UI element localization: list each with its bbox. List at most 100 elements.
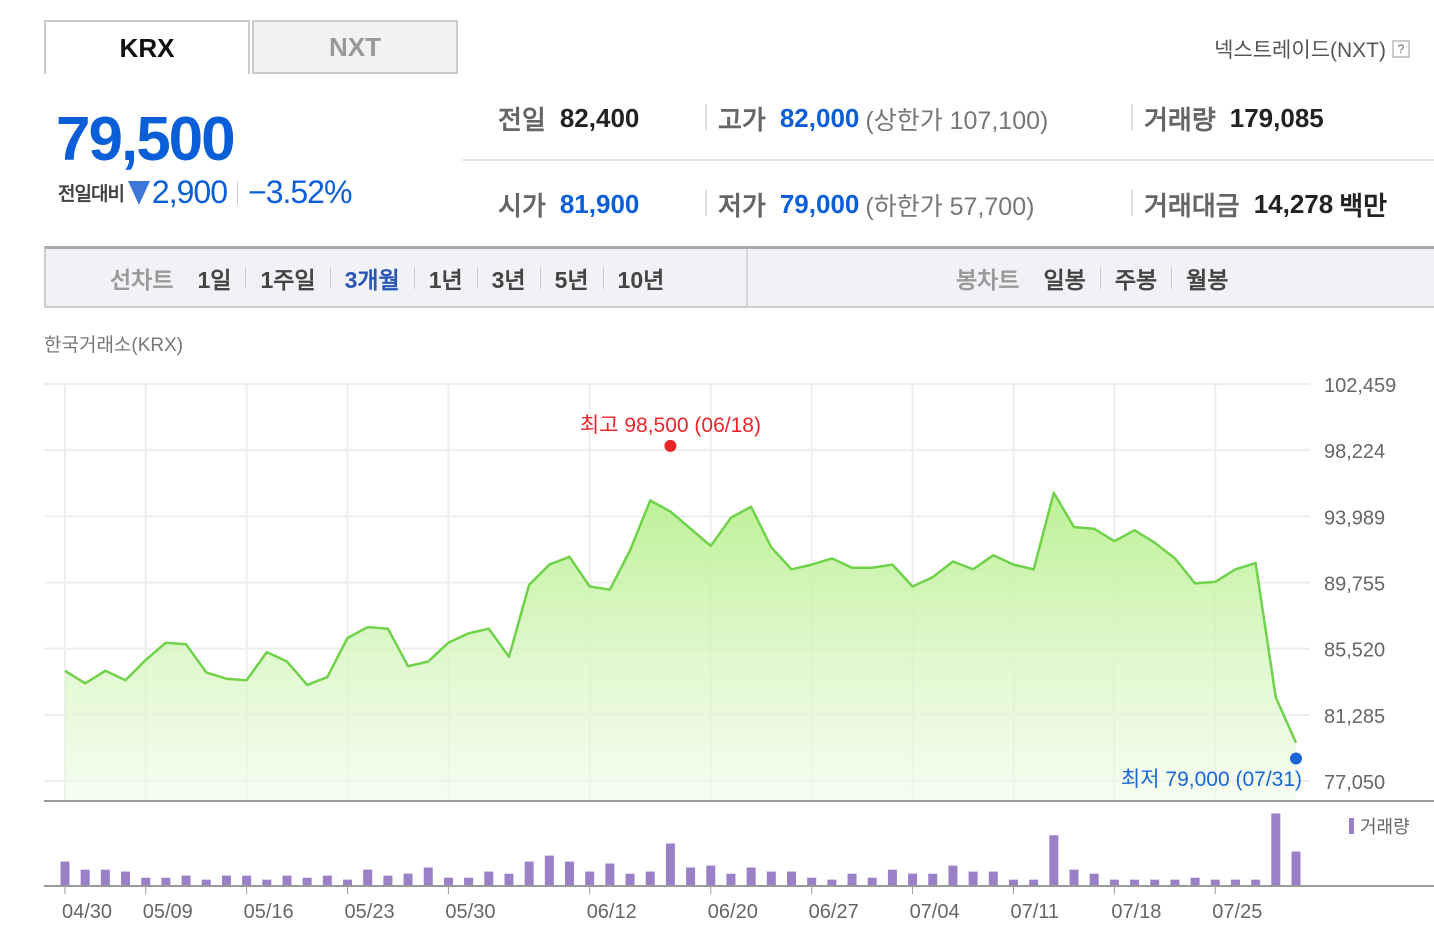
tab-krx[interactable]: KRX	[44, 20, 250, 74]
period-3y[interactable]: 3년	[491, 266, 526, 293]
candle-monthly[interactable]: 월봉	[1186, 266, 1229, 293]
period-10y[interactable]: 10년	[617, 266, 665, 293]
stat-label: 거래대금	[1144, 191, 1240, 221]
volume-bar	[726, 873, 736, 886]
x-tick-label: 05/09	[143, 901, 193, 923]
volume-bar	[908, 873, 918, 886]
period-1d[interactable]: 1일	[197, 266, 232, 293]
stat-open: 시가 81,900	[498, 186, 639, 223]
volume-bar	[887, 869, 897, 886]
volume-bar	[988, 871, 998, 886]
volume-bar	[443, 877, 453, 886]
stat-label: 전일	[498, 105, 546, 135]
volume-bar	[1210, 879, 1220, 886]
stat-label: 저가	[718, 191, 766, 221]
volume-bar	[544, 855, 554, 886]
period-5y[interactable]: 5년	[554, 266, 589, 293]
divider	[602, 266, 604, 289]
y-tick-label: 81,285	[1324, 706, 1385, 728]
x-tick-label: 04/30	[62, 901, 112, 923]
volume-bar	[968, 871, 978, 886]
exchange-label: 한국거래소(KRX)	[44, 335, 184, 356]
period-3m[interactable]: 3개월	[344, 266, 400, 293]
volume-bar	[1251, 879, 1261, 886]
stats-divider	[462, 159, 1434, 161]
stat-unit: 백만	[1339, 191, 1388, 221]
x-tick-label: 07/11	[1010, 901, 1059, 923]
volume-bar	[847, 873, 857, 886]
divider	[329, 266, 331, 289]
down-triangle-icon	[127, 180, 150, 205]
volume-bar	[645, 871, 655, 886]
change-value: 2,900	[151, 174, 228, 210]
volume-bar	[605, 863, 615, 886]
y-tick-label: 89,755	[1324, 574, 1385, 596]
volume-bar	[706, 865, 716, 886]
volume-bar	[100, 869, 110, 886]
high-marker-dot	[664, 439, 677, 452]
volume-bar	[60, 861, 70, 886]
volume-bar	[928, 873, 938, 886]
volume-bar	[141, 877, 151, 886]
help-icon[interactable]: ?	[1392, 40, 1410, 58]
x-tick-label: 06/27	[809, 901, 859, 923]
nxt-info-link[interactable]: 넥스트레이드(NXT) ?	[1214, 34, 1410, 64]
y-tick-label: 98,224	[1324, 441, 1385, 463]
stat-value: 14,278	[1253, 189, 1334, 219]
price-line	[64, 491, 1298, 744]
volume-bar	[1190, 877, 1200, 886]
volume-bar	[1069, 869, 1079, 886]
volume-bar	[746, 867, 756, 886]
volume-bar	[363, 869, 373, 886]
line-chart-periods: 선차트 1일 1주일 3개월 1년 3년 5년 10년	[110, 249, 664, 306]
price-change: 전일대비 2,900 −3.52%	[58, 174, 352, 211]
change-label: 전일대비	[58, 184, 125, 205]
line-chart-label: 선차트	[110, 266, 174, 293]
volume-bar	[282, 875, 292, 886]
divider	[476, 266, 478, 289]
stat-amount: 거래대금 14,278 백만	[1144, 186, 1387, 223]
volume-bar	[585, 871, 595, 886]
volume-bar	[948, 865, 958, 886]
volume-bar	[686, 867, 696, 886]
divider	[1131, 190, 1133, 216]
candle-weekly[interactable]: 주봉	[1114, 266, 1158, 293]
divider	[746, 249, 748, 306]
tab-nxt[interactable]: NXT	[252, 20, 458, 74]
volume-bar	[827, 879, 837, 886]
volume-bar	[242, 875, 252, 886]
x-tick-label: 06/12	[587, 901, 637, 923]
stat-value: 82,000	[779, 103, 860, 133]
stat-value: 79,000	[779, 189, 860, 219]
volume-bar	[766, 871, 776, 886]
divider	[1099, 266, 1101, 289]
volume-bar	[1170, 879, 1180, 886]
volume-bar	[1089, 873, 1099, 886]
volume-bar	[1109, 879, 1119, 886]
period-1y[interactable]: 1년	[428, 266, 463, 293]
volume-bar	[423, 867, 433, 886]
stat-value: 81,900	[559, 189, 640, 219]
divider	[705, 104, 707, 130]
candle-daily[interactable]: 일봉	[1043, 266, 1086, 293]
x-tick-label: 07/18	[1111, 901, 1161, 923]
high-marker-label: 최고 98,500 (06/18)	[580, 414, 761, 437]
divider	[413, 266, 415, 289]
stat-label: 시가	[498, 191, 546, 221]
volume-bar	[1008, 879, 1018, 886]
stat-label: 거래량	[1144, 105, 1216, 135]
period-1w[interactable]: 1주일	[260, 266, 316, 293]
divider	[705, 190, 707, 216]
current-price: 79,500	[56, 105, 236, 174]
divider	[245, 266, 247, 289]
x-tick-label: 06/20	[708, 901, 758, 923]
stat-low: 저가 79,000 (하한가 57,700)	[718, 186, 1034, 223]
volume-bar	[1150, 879, 1160, 886]
volume-bar	[1049, 835, 1059, 886]
volume-bar	[201, 879, 211, 886]
divider	[539, 266, 541, 289]
volume-bar	[80, 869, 90, 886]
x-tick-label: 05/30	[445, 901, 495, 923]
volume-bar	[1291, 851, 1301, 886]
